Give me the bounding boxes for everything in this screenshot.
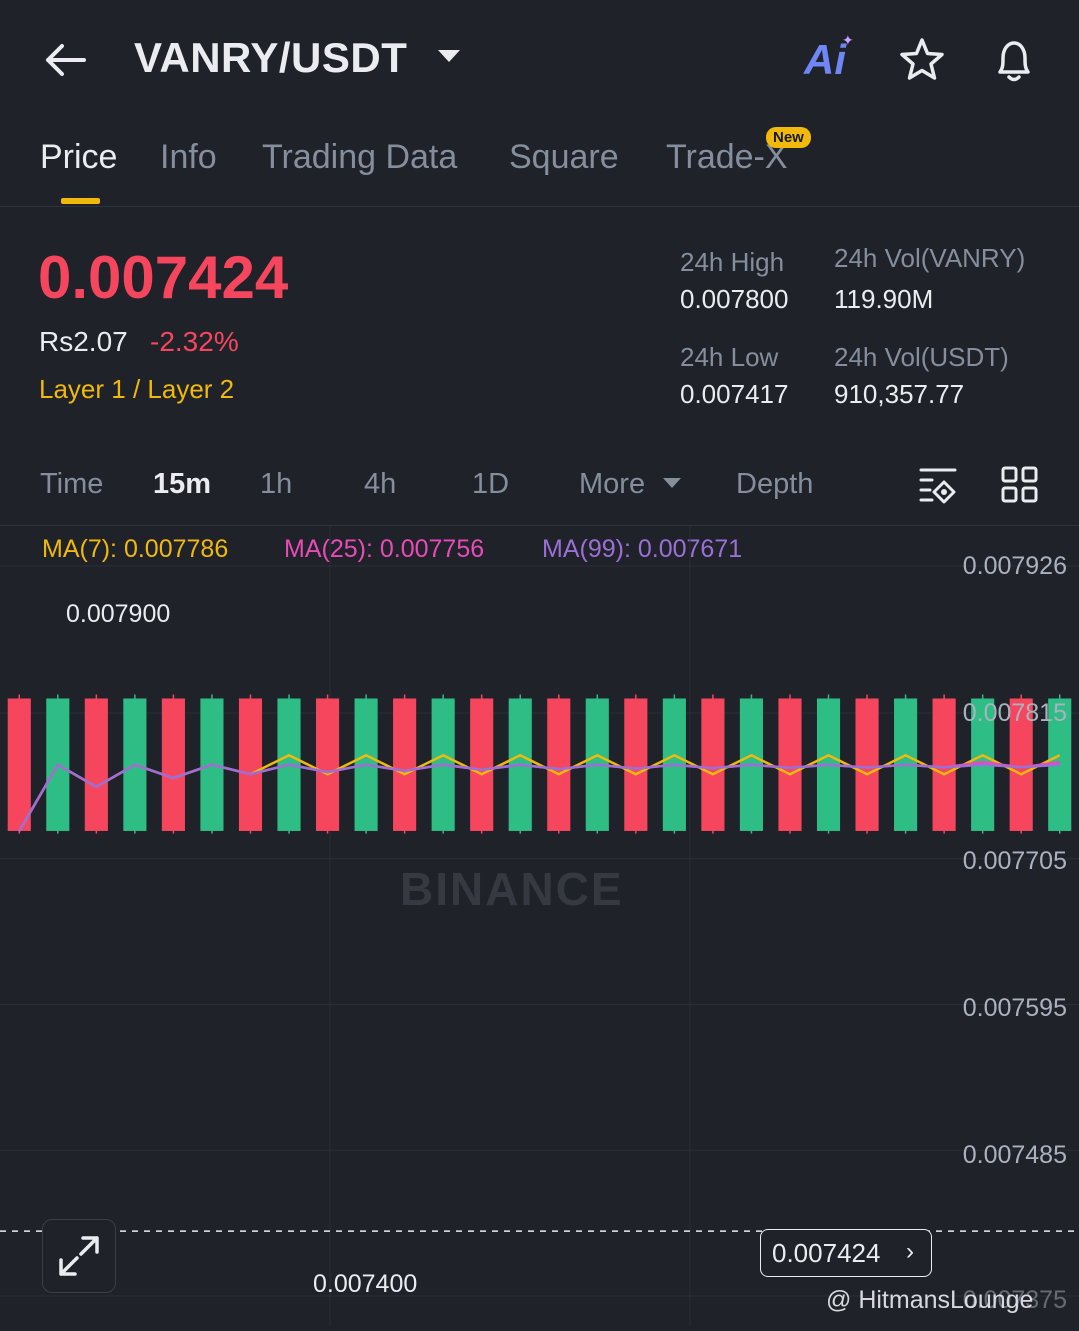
low-value: 0.007417 — [680, 379, 789, 409]
interval-bar: Time 15m 1h 4h 1D More Depth — [0, 450, 1079, 526]
y-tick-label: 0.007595 — [962, 994, 1067, 1022]
tab-price[interactable]: Price — [40, 138, 118, 176]
chart-high-label: 0.007900 — [66, 600, 171, 628]
candle-body — [701, 698, 725, 831]
tab-info[interactable]: Info — [160, 138, 217, 176]
chart-grid — [0, 526, 1079, 1326]
candle-body — [855, 698, 879, 831]
price-chart[interactable] — [0, 526, 1079, 1326]
candle-body — [238, 698, 263, 831]
ma99-label: MA(99): 0.007671 — [542, 535, 743, 563]
depth-tab[interactable]: Depth — [736, 468, 814, 500]
ma-lines-layer — [18, 753, 1061, 832]
candle-body — [315, 698, 340, 831]
chart-low-label: 0.007400 — [313, 1270, 418, 1298]
expand-icon — [59, 1236, 99, 1276]
y-tick-label: 0.007815 — [962, 699, 1067, 727]
interval-1h[interactable]: 1h — [260, 468, 293, 500]
fiat-price: Rs2.07 — [39, 326, 128, 357]
ai-sparkle-icon: ✦ — [842, 32, 854, 48]
candle-body — [624, 698, 648, 831]
y-tick-label: 0.007705 — [962, 847, 1067, 875]
high-value: 0.007800 — [680, 284, 789, 314]
vol-base-label: 24h Vol(VANRY) — [834, 243, 1026, 273]
candle-body — [1009, 698, 1033, 831]
y-tick-label: 0.007485 — [962, 1141, 1067, 1169]
candle-body — [393, 698, 417, 831]
ai-icon[interactable]: Ai — [804, 36, 846, 83]
bell-icon[interactable] — [988, 34, 1040, 86]
y-tick-label: 0.007375 — [962, 1286, 1067, 1314]
interval-1d[interactable]: 1D — [472, 468, 510, 500]
candle-body — [84, 698, 108, 831]
vol-quote-label: 24h Vol(USDT) — [834, 342, 1009, 372]
current-price-tag[interactable] — [760, 1229, 932, 1277]
high-label: 24h High — [680, 247, 785, 277]
candle-body — [161, 698, 185, 831]
interval-4h[interactable]: 4h — [364, 468, 397, 500]
chart-canvas[interactable] — [0, 526, 1079, 1326]
grid-layout-icon[interactable] — [1000, 465, 1040, 505]
y-tick-label: 0.007926 — [962, 552, 1067, 580]
vol-base-value: 119.90M — [834, 284, 934, 314]
chart-settings-icon[interactable] — [918, 466, 960, 506]
back-arrow-icon[interactable] — [40, 38, 90, 82]
pair-dropdown-icon[interactable] — [438, 50, 460, 62]
ma99-line — [18, 762, 1060, 832]
fullscreen-button[interactable] — [42, 1219, 116, 1293]
top-bar: VANRY/USDT Ai ✦ — [0, 0, 1079, 120]
current-price-tag-value: 0.007424 — [772, 1238, 881, 1268]
interval-15m[interactable]: 15m — [153, 468, 212, 500]
tab-bar: Price Info Trading Data Square Trade-X — [0, 130, 1079, 207]
new-badge: New — [766, 127, 811, 148]
candle-body — [1048, 698, 1072, 831]
ma7-label: MA(7): 0.007786 — [42, 535, 229, 563]
active-tab-indicator — [61, 198, 100, 204]
candle-body — [547, 698, 571, 831]
price-change-percent: -2.32% — [150, 326, 239, 357]
interval-more[interactable]: More — [579, 468, 646, 500]
more-dropdown-icon[interactable] — [663, 478, 681, 488]
candle-body — [470, 698, 494, 831]
interval-time[interactable]: Time — [40, 468, 104, 500]
credit-watermark: @ HitmansLounge — [826, 1286, 1034, 1314]
low-label: 24h Low — [680, 342, 779, 372]
tab-trading-data[interactable]: Trading Data — [262, 138, 458, 176]
vol-quote-value: 910,357.77 — [834, 379, 965, 409]
tab-square[interactable]: Square — [509, 138, 619, 176]
ma25-label: MA(25): 0.007756 — [284, 535, 485, 563]
candle-body — [932, 698, 956, 831]
candle-body — [7, 698, 31, 831]
chevron-right-icon: › — [906, 1238, 914, 1265]
category-tag[interactable]: Layer 1 / Layer 2 — [39, 374, 235, 404]
binance-watermark: BINANCE — [400, 863, 624, 915]
last-price: 0.007424 — [38, 244, 289, 311]
favorite-star-icon[interactable] — [896, 34, 948, 86]
candle-body — [778, 698, 802, 831]
trading-pair-title[interactable]: VANRY/USDT — [134, 34, 408, 81]
